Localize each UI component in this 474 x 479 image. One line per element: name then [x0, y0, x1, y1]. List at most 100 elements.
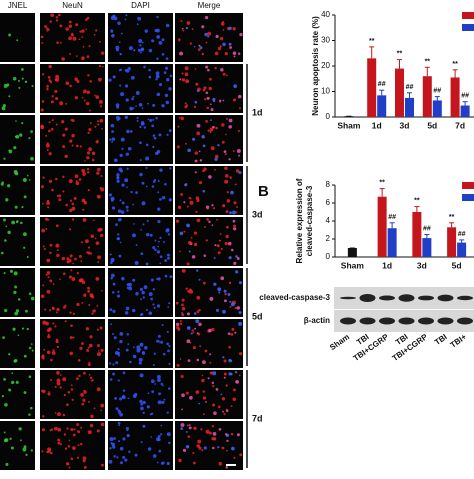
- cell-dot: [55, 78, 60, 82]
- cell-dot: [91, 379, 94, 382]
- cell-dot: [210, 103, 212, 106]
- cell-dot: [235, 211, 238, 214]
- cell-dot: [176, 145, 180, 149]
- cell-dot: [164, 93, 169, 98]
- cell-dot: [54, 385, 57, 388]
- cell-dot: [199, 46, 203, 50]
- cell-dot: [82, 456, 87, 461]
- cell-dot: [144, 29, 148, 33]
- cell-dot: [79, 30, 82, 33]
- cell-dot: [151, 390, 155, 394]
- cell-dot: [51, 307, 55, 310]
- cell-dot: [119, 52, 122, 56]
- cell-dot: [239, 352, 243, 356]
- cell-dot: [89, 122, 92, 124]
- cell-dot: [124, 69, 128, 72]
- cell-dot: [60, 41, 62, 44]
- y-tick-label: 40: [321, 10, 330, 19]
- cell-dot: [5, 225, 8, 228]
- cell-dot: [30, 343, 33, 345]
- cell-dot: [141, 107, 144, 109]
- cell-dot: [236, 306, 240, 310]
- cell-dot: [148, 48, 153, 53]
- cell-dot: [124, 178, 129, 183]
- cell-dot: [228, 256, 232, 260]
- cell-dot: [135, 91, 140, 95]
- x-tick-label: 3d: [417, 260, 427, 270]
- cell-dot: [72, 312, 76, 315]
- cell-dot: [233, 201, 237, 205]
- cell-dot: [139, 141, 142, 145]
- cell-dot: [226, 118, 228, 120]
- cell-dot: [161, 104, 165, 108]
- cell-dot: [68, 36, 72, 41]
- cell-dot: [24, 309, 28, 313]
- cell-dot: [139, 159, 142, 162]
- cell-dot: [181, 306, 186, 311]
- cell-dot: [0, 182, 4, 186]
- cell-dot: [41, 185, 44, 189]
- cell-dot: [109, 437, 114, 442]
- cell-dot: [48, 179, 53, 183]
- cell-dot: [230, 405, 233, 408]
- cell-dot: [73, 196, 77, 200]
- cell-dot: [59, 386, 62, 389]
- cell-dot: [3, 377, 7, 381]
- cell-dot: [202, 88, 206, 92]
- cell-dot: [215, 387, 219, 391]
- cell-dot: [160, 433, 163, 436]
- cell-dot: [108, 78, 112, 82]
- cell-dot: [89, 335, 93, 339]
- cell-dot: [235, 379, 239, 384]
- cell-dot: [67, 445, 71, 448]
- cell-dot: [117, 352, 121, 355]
- cell-dot: [142, 223, 145, 226]
- cell-dot: [87, 400, 90, 403]
- cell-dot: [179, 78, 182, 81]
- cell-dot: [179, 250, 181, 253]
- cell-dot: [215, 154, 219, 159]
- cell-dot: [156, 150, 161, 154]
- cell-dot: [155, 71, 160, 76]
- cell-dot: [81, 402, 85, 406]
- cell-dot: [86, 171, 90, 174]
- bar: [387, 228, 397, 257]
- cell-dot: [209, 131, 212, 133]
- blot-band: [379, 295, 395, 301]
- cell-dot: [93, 33, 96, 36]
- cell-dot: [73, 428, 76, 431]
- cell-dot: [185, 287, 188, 290]
- cell-dot: [209, 371, 213, 375]
- cell-dot: [224, 166, 228, 171]
- cell-dot: [76, 271, 80, 275]
- cell-dot: [193, 45, 196, 48]
- cell-dot: [224, 292, 227, 296]
- cell-dot: [82, 218, 87, 222]
- cell-dot: [190, 332, 193, 335]
- cell-dot: [100, 348, 104, 352]
- cell-dot: [161, 461, 165, 465]
- micrograph: [175, 421, 243, 470]
- cell-dot: [225, 433, 228, 436]
- blot-band: [418, 317, 434, 325]
- cell-dot: [181, 78, 186, 82]
- cell-dot: [113, 16, 118, 21]
- cell-dot: [41, 100, 45, 103]
- cell-dot: [71, 202, 75, 206]
- cell-dot: [143, 65, 146, 69]
- cell-dot: [157, 378, 161, 382]
- cell-dot: [222, 29, 225, 31]
- blot-band: [437, 317, 454, 325]
- cell-dot: [236, 257, 240, 260]
- cell-dot: [97, 261, 100, 264]
- cell-dot: [11, 220, 15, 225]
- cell-dot: [202, 360, 206, 364]
- cell-dot: [164, 182, 167, 186]
- cell-dot: [135, 292, 139, 296]
- cell-dot: [225, 174, 229, 178]
- cell-dot: [204, 349, 208, 353]
- cell-dot: [96, 387, 101, 392]
- cell-dot: [79, 278, 84, 283]
- cell-dot: [204, 16, 209, 20]
- cell-dot: [203, 225, 206, 228]
